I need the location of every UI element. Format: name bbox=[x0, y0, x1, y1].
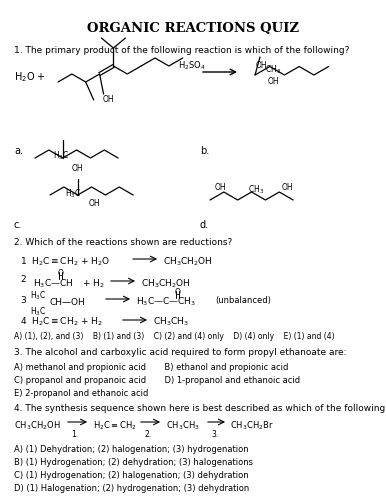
Text: A) (1) Dehydration; (2) halogenation; (3) hydrogenation: A) (1) Dehydration; (2) halogenation; (3… bbox=[14, 445, 249, 454]
Text: 1. The primary product of the following reaction is which of the following?: 1. The primary product of the following … bbox=[14, 46, 349, 55]
Text: OH: OH bbox=[103, 95, 114, 104]
Text: CH$_3$CH$_3$: CH$_3$CH$_3$ bbox=[166, 419, 200, 432]
Text: OH: OH bbox=[215, 183, 227, 192]
Text: a.: a. bbox=[14, 146, 23, 156]
Text: H$_2$O +: H$_2$O + bbox=[14, 70, 46, 84]
Text: b.: b. bbox=[200, 146, 209, 156]
Text: A) methanol and propionic acid       B) ethanol and propionic acid: A) methanol and propionic acid B) ethano… bbox=[14, 363, 288, 372]
Text: CH$_3$CH$_2$OH: CH$_3$CH$_2$OH bbox=[163, 255, 213, 268]
Text: OH: OH bbox=[268, 76, 279, 86]
Text: H$_3$C—C—CH$_3$: H$_3$C—C—CH$_3$ bbox=[136, 296, 196, 308]
Text: O: O bbox=[58, 269, 64, 278]
Text: H$_2$SO$_4$: H$_2$SO$_4$ bbox=[178, 60, 206, 72]
Text: 3: 3 bbox=[20, 296, 26, 305]
Text: OH: OH bbox=[282, 183, 294, 192]
Text: O: O bbox=[175, 288, 181, 297]
Text: B) (1) Hydrogenation; (2) dehydration; (3) halogenations: B) (1) Hydrogenation; (2) dehydration; (… bbox=[14, 458, 253, 467]
Text: CH$_3$: CH$_3$ bbox=[248, 183, 264, 196]
Text: E) 2-propanol and ethanoic acid: E) 2-propanol and ethanoic acid bbox=[14, 389, 148, 398]
Text: + H$_2$: + H$_2$ bbox=[82, 278, 105, 290]
Text: CH$_3$CH$_2$Br: CH$_3$CH$_2$Br bbox=[230, 419, 274, 432]
Text: C) propanol and propanoic acid       D) 1-propanol and ethanoic acid: C) propanol and propanoic acid D) 1-prop… bbox=[14, 376, 300, 385]
Text: 1  H$_2$C$\equiv$CH$_2$ + H$_2$O: 1 H$_2$C$\equiv$CH$_2$ + H$_2$O bbox=[20, 255, 110, 268]
Text: CH$_3$: CH$_3$ bbox=[265, 63, 281, 76]
Text: 3.: 3. bbox=[212, 430, 218, 439]
Text: 4  H$_2$C$\equiv$CH$_2$ + H$_2$: 4 H$_2$C$\equiv$CH$_2$ + H$_2$ bbox=[20, 316, 103, 328]
Text: 4. The synthesis sequence shown here is best described as which of the following: 4. The synthesis sequence shown here is … bbox=[14, 404, 386, 413]
Text: OH: OH bbox=[256, 62, 267, 70]
Text: H$_2$C$\equiv$CH$_2$: H$_2$C$\equiv$CH$_2$ bbox=[93, 419, 137, 432]
Text: OH: OH bbox=[88, 199, 100, 208]
Text: CH—OH: CH—OH bbox=[50, 298, 86, 307]
Text: CH$_3$CH$_2$OH: CH$_3$CH$_2$OH bbox=[14, 419, 61, 432]
Text: 2.: 2. bbox=[144, 430, 152, 439]
Text: CH$_3$CH$_3$: CH$_3$CH$_3$ bbox=[153, 316, 189, 328]
Text: ORGANIC REACTIONS QUIZ: ORGANIC REACTIONS QUIZ bbox=[87, 22, 299, 35]
Text: H$_3$C—CH: H$_3$C—CH bbox=[33, 278, 74, 290]
Text: 2: 2 bbox=[20, 275, 25, 284]
Text: c.: c. bbox=[14, 220, 22, 230]
Text: (unbalanced): (unbalanced) bbox=[215, 296, 271, 305]
Text: CH$_3$CH$_2$OH: CH$_3$CH$_2$OH bbox=[141, 278, 191, 290]
Text: d.: d. bbox=[200, 220, 209, 230]
Text: 1.: 1. bbox=[71, 430, 79, 439]
Text: H$_3$C: H$_3$C bbox=[30, 290, 46, 302]
Text: 2. Which of the reactions shown are reductions?: 2. Which of the reactions shown are redu… bbox=[14, 238, 232, 247]
Text: D) (1) Halogenation; (2) hydrogenation; (3) dehydration: D) (1) Halogenation; (2) hydrogenation; … bbox=[14, 484, 249, 493]
Text: OH: OH bbox=[71, 164, 83, 173]
Text: H$_3$C: H$_3$C bbox=[30, 305, 46, 318]
Text: H$_3$C: H$_3$C bbox=[65, 187, 81, 200]
Text: 3. The alcohol and carboxylic acid required to form propyl ethanoate are:: 3. The alcohol and carboxylic acid requi… bbox=[14, 348, 347, 357]
Text: C) (1) Hydrogenation; (2) halogenation; (3) dehydration: C) (1) Hydrogenation; (2) halogenation; … bbox=[14, 471, 249, 480]
Text: H$_3$C: H$_3$C bbox=[53, 150, 69, 162]
Text: A) (1), (2), and (3)    B) (1) and (3)    C) (2) and (4) only    D) (4) only    : A) (1), (2), and (3) B) (1) and (3) C) (… bbox=[14, 332, 335, 341]
